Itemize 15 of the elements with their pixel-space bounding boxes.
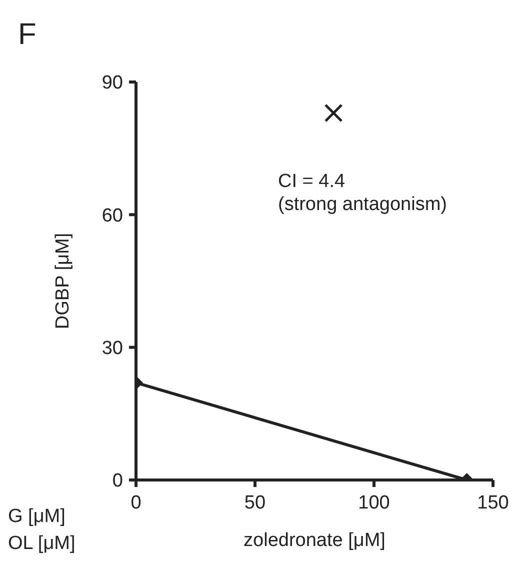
x-tick-label: 50 <box>244 492 266 514</box>
text: OL [μM] <box>8 533 76 555</box>
y-tick-label: 90 <box>102 72 123 94</box>
x-tick-label: 0 <box>130 492 142 514</box>
annotation: (strong antagonism) <box>278 194 447 216</box>
y-tick-label: 0 <box>112 470 123 492</box>
y-tick-label: 60 <box>102 205 123 226</box>
x-tick-label: 100 <box>358 492 390 514</box>
x-axis-title: zoledronate [μM] <box>244 530 386 551</box>
chart-title: F <box>18 18 36 52</box>
y-axis-title: DGBP [μM] <box>52 232 74 330</box>
text: G [μM] <box>8 506 66 528</box>
y-tick-label: 30 <box>102 338 123 360</box>
x-tick-label: 150 <box>477 492 509 514</box>
annotation: CI = 4.4 <box>278 171 346 193</box>
